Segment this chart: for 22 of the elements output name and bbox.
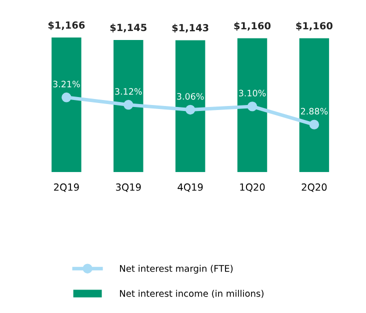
data-label: 3.06%: [177, 93, 204, 100]
data-label: $1,160: [234, 22, 271, 31]
point: [185, 104, 196, 115]
x-tick-label: 2Q20: [302, 183, 327, 192]
x-tick-label: 2Q19: [54, 183, 79, 192]
data-label: $1,166: [48, 21, 85, 30]
data-label: 3.10%: [239, 90, 266, 96]
data-label: 3.12%: [115, 88, 142, 95]
legend-label: Net interest income (in millions): [120, 290, 264, 298]
x-tick-label: 4Q19: [178, 183, 203, 192]
data-label: 2.88%: [300, 108, 328, 115]
point: [247, 102, 258, 112]
point: [62, 92, 72, 102]
point: [124, 100, 134, 110]
data-label: $1,145: [110, 24, 146, 32]
legend-label: Net interest margin (FTE): [120, 264, 233, 274]
x-tick-label: 3Q19: [116, 183, 141, 192]
data-label: 3.21%: [53, 80, 80, 88]
data-label: $1,143: [172, 24, 208, 33]
x-tick-label: 1Q20: [240, 183, 265, 192]
point: [309, 120, 320, 130]
data-label: $1,160: [296, 22, 332, 31]
